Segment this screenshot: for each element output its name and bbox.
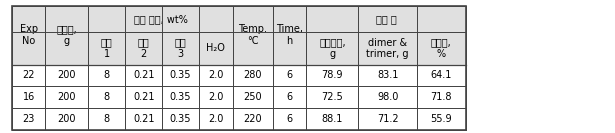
Text: 250: 250 <box>244 92 262 102</box>
Bar <box>272 65 306 86</box>
Text: 2.0: 2.0 <box>208 114 223 124</box>
Bar <box>125 108 162 130</box>
Bar <box>199 32 232 65</box>
Bar <box>272 108 306 130</box>
Bar <box>46 65 89 86</box>
Bar <box>417 86 466 108</box>
Bar <box>359 32 417 65</box>
Bar <box>232 86 272 108</box>
Bar <box>359 86 417 108</box>
Text: 촉매
3: 촉매 3 <box>175 38 186 59</box>
Bar <box>46 86 89 108</box>
Text: 16: 16 <box>23 92 34 102</box>
Bar <box>12 65 46 86</box>
Text: 71.2: 71.2 <box>377 114 399 124</box>
Text: Time,
h: Time, h <box>276 24 303 46</box>
Text: 78.9: 78.9 <box>322 70 343 80</box>
Text: 촉매 조성, wt%: 촉매 조성, wt% <box>133 14 188 24</box>
Bar <box>306 108 359 130</box>
Bar <box>89 65 125 86</box>
Bar <box>417 32 466 65</box>
Text: 88.1: 88.1 <box>322 114 343 124</box>
Text: 6: 6 <box>287 70 293 80</box>
Bar <box>272 6 306 65</box>
Bar <box>232 65 272 86</box>
Bar <box>306 6 466 32</box>
Text: 0.21: 0.21 <box>133 92 154 102</box>
Text: 220: 220 <box>244 114 262 124</box>
Bar <box>125 32 162 65</box>
Text: 8: 8 <box>104 70 110 80</box>
Bar <box>199 65 232 86</box>
Bar <box>162 32 199 65</box>
Bar <box>199 108 232 130</box>
Text: 2.0: 2.0 <box>208 70 223 80</box>
Text: 증류 후: 증류 후 <box>376 14 397 24</box>
Bar <box>232 6 272 65</box>
Text: 0.35: 0.35 <box>170 70 191 80</box>
Text: 촉매
2: 촉매 2 <box>138 38 149 59</box>
Text: 200: 200 <box>58 114 76 124</box>
Bar <box>12 108 46 130</box>
Text: 촉매
1: 촉매 1 <box>101 38 113 59</box>
Text: 전환율,
%: 전환율, % <box>431 38 451 59</box>
Text: dimer &
trimer, g: dimer & trimer, g <box>367 38 409 59</box>
Bar <box>417 108 466 130</box>
Text: 22: 22 <box>22 70 35 80</box>
Text: 55.9: 55.9 <box>430 114 452 124</box>
Text: 6: 6 <box>287 92 293 102</box>
Bar <box>12 86 46 108</box>
Text: 0.35: 0.35 <box>170 92 191 102</box>
Bar <box>417 65 466 86</box>
Text: 98.0: 98.0 <box>377 92 399 102</box>
Text: 0.21: 0.21 <box>133 114 154 124</box>
Bar <box>359 65 417 86</box>
Text: Exp
No: Exp No <box>20 24 38 46</box>
Bar <box>272 86 306 108</box>
Text: H₂O: H₂O <box>206 43 225 53</box>
Bar <box>359 108 417 130</box>
Bar <box>89 86 125 108</box>
Bar <box>306 32 359 65</box>
Text: 72.5: 72.5 <box>322 92 343 102</box>
Text: 0.21: 0.21 <box>133 70 154 80</box>
Bar <box>12 6 46 65</box>
Text: 23: 23 <box>22 114 35 124</box>
Text: 0.35: 0.35 <box>170 114 191 124</box>
Bar <box>125 86 162 108</box>
Text: Temp.
°C: Temp. °C <box>238 24 267 46</box>
Bar <box>162 65 199 86</box>
Text: 64.1: 64.1 <box>430 70 452 80</box>
Bar <box>89 32 125 65</box>
Text: 6: 6 <box>287 114 293 124</box>
Bar <box>125 65 162 86</box>
Bar <box>46 6 89 65</box>
Text: 2.0: 2.0 <box>208 92 223 102</box>
Text: 280: 280 <box>244 70 262 80</box>
Bar <box>162 108 199 130</box>
Bar <box>46 108 89 130</box>
Bar <box>306 65 359 86</box>
Text: 71.8: 71.8 <box>430 92 452 102</box>
Bar <box>232 108 272 130</box>
Bar <box>162 86 199 108</box>
Text: 미반응물,
g: 미반응물, g <box>319 38 346 59</box>
Text: 8: 8 <box>104 92 110 102</box>
Bar <box>306 86 359 108</box>
Text: 83.1: 83.1 <box>377 70 399 80</box>
Bar <box>199 86 232 108</box>
Bar <box>89 6 232 32</box>
Bar <box>12 6 466 130</box>
Text: 200: 200 <box>58 70 76 80</box>
Text: 지방산,
g: 지방산, g <box>57 24 77 46</box>
Text: 8: 8 <box>104 114 110 124</box>
Text: 200: 200 <box>58 92 76 102</box>
Bar <box>89 108 125 130</box>
